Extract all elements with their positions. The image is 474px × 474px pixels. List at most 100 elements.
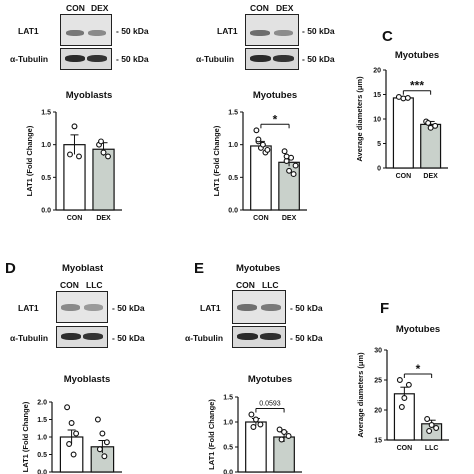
data-point xyxy=(257,421,264,428)
y-axis-label: LAT1 (Fold Change) xyxy=(212,125,221,196)
data-point xyxy=(71,123,78,130)
y-tick-label: 0.5 xyxy=(37,452,47,459)
bar xyxy=(273,436,295,473)
y-tick-label: 1.0 xyxy=(37,435,47,442)
row-label: LAT1 xyxy=(200,303,221,313)
row-label: LAT1 xyxy=(18,303,39,313)
data-point xyxy=(76,153,82,160)
significance-label: * xyxy=(273,112,278,126)
y-tick-label: 0.5 xyxy=(228,175,238,182)
row-label: α-Tubulin xyxy=(185,333,224,343)
lane-label: CON xyxy=(236,280,255,290)
x-tick-label: CON xyxy=(253,215,269,222)
data-point xyxy=(276,426,283,433)
data-point xyxy=(103,439,110,446)
y-tick-label: 2.0 xyxy=(37,400,47,407)
row-label: LAT1 xyxy=(18,26,39,36)
x-tick-label: DEX xyxy=(96,215,111,222)
x-tick-label: CON xyxy=(396,173,412,180)
data-point xyxy=(433,425,440,431)
y-axis-label: LAT1 (Fold Change) xyxy=(21,401,30,472)
y-tick-label: 20 xyxy=(374,408,382,415)
y-tick-label: 20 xyxy=(373,68,381,75)
data-point xyxy=(250,424,257,430)
kda-marker: - 50 kDa xyxy=(290,333,323,343)
lane-label: CON xyxy=(250,3,269,13)
chart-myotubes-dex: Myotubes 0.0 0.5 1.0 1.5 LAT1 (Fold Change) CO… xyxy=(212,90,307,222)
lane-label: LLC xyxy=(86,280,103,290)
data-point xyxy=(396,377,403,383)
y-tick-label: 0.0 xyxy=(41,208,51,215)
y-tick-label: 0.0 xyxy=(223,470,233,474)
y-tick-label: 0.5 xyxy=(41,175,51,182)
y-tick-label: 1.5 xyxy=(37,417,47,424)
x-tick-label: LLC xyxy=(425,445,439,452)
significance-label: 0.0593 xyxy=(259,401,281,408)
panel-letter-f: F xyxy=(380,300,390,317)
data-point xyxy=(66,441,73,447)
data-point xyxy=(281,429,288,435)
data-point xyxy=(96,446,103,453)
data-point xyxy=(424,416,431,422)
significance-label: * xyxy=(416,362,421,376)
chart-title: Myotubes xyxy=(395,50,439,61)
chart-title: Myotubes xyxy=(396,324,440,335)
data-point xyxy=(252,416,259,423)
blot-lat1-band-box xyxy=(56,291,108,323)
data-point xyxy=(99,430,106,437)
data-point xyxy=(426,428,433,434)
data-point xyxy=(259,141,266,148)
y-tick-label: 0.0 xyxy=(37,470,47,474)
data-point xyxy=(428,422,435,428)
y-axis-label: Average diameters (μm) xyxy=(356,352,365,438)
data-point xyxy=(290,171,297,178)
data-point xyxy=(64,404,71,411)
data-point xyxy=(398,404,405,410)
y-tick-label: 1.5 xyxy=(41,110,51,117)
y-tick-label: 0.0 xyxy=(228,208,238,215)
y-axis-label: Average diameters (μm) xyxy=(355,76,364,162)
kda-marker: - 50 kDa xyxy=(116,26,149,36)
y-tick-label: 15 xyxy=(373,92,381,99)
x-tick-label: DEX xyxy=(423,173,438,180)
row-label: α-Tubulin xyxy=(196,54,235,64)
bar xyxy=(420,123,442,169)
blot-tubulin-band-box xyxy=(60,48,112,70)
kda-marker: - 50 kDa xyxy=(112,333,145,343)
data-point xyxy=(401,395,408,401)
data-point xyxy=(98,138,104,145)
y-tick-label: 30 xyxy=(374,348,382,355)
chart-title: Myoblasts xyxy=(66,90,112,101)
lane-label: CON xyxy=(60,280,79,290)
panel-letter-c: C xyxy=(382,28,393,45)
data-point xyxy=(100,149,107,156)
lane-label: LLC xyxy=(262,280,279,290)
y-tick-label: 15 xyxy=(374,438,382,445)
blot-tubulin-band-box xyxy=(56,326,108,348)
panel-letter-e: E xyxy=(194,260,205,277)
y-tick-label: 1.0 xyxy=(223,420,233,427)
data-point xyxy=(105,153,111,160)
blot-tubulin-band-box xyxy=(232,326,286,348)
row-label: α-Tubulin xyxy=(10,54,49,64)
data-point xyxy=(67,151,73,158)
chart-title: Myotubes xyxy=(248,374,292,385)
data-point xyxy=(404,94,411,101)
chart-title: Myoblasts xyxy=(64,374,110,385)
y-tick-label: 5 xyxy=(377,141,381,148)
bar xyxy=(245,421,267,473)
blot-lat1-band-box xyxy=(245,14,299,46)
y-tick-label: 1.0 xyxy=(41,142,51,149)
data-point xyxy=(73,430,80,437)
kda-marker: - 50 kDa xyxy=(116,54,149,64)
blot-header: Myotubes xyxy=(236,263,281,274)
blot-header: Myoblast xyxy=(62,263,104,274)
data-point xyxy=(101,453,108,460)
data-point xyxy=(286,167,293,174)
data-point xyxy=(248,411,255,418)
y-tick-label: 1.5 xyxy=(228,110,238,117)
y-axis-label: LAT1 (Fold Change) xyxy=(25,125,34,196)
lane-label: CON xyxy=(66,3,85,13)
data-point xyxy=(264,146,271,153)
blot-lat1-band-box xyxy=(60,14,112,46)
